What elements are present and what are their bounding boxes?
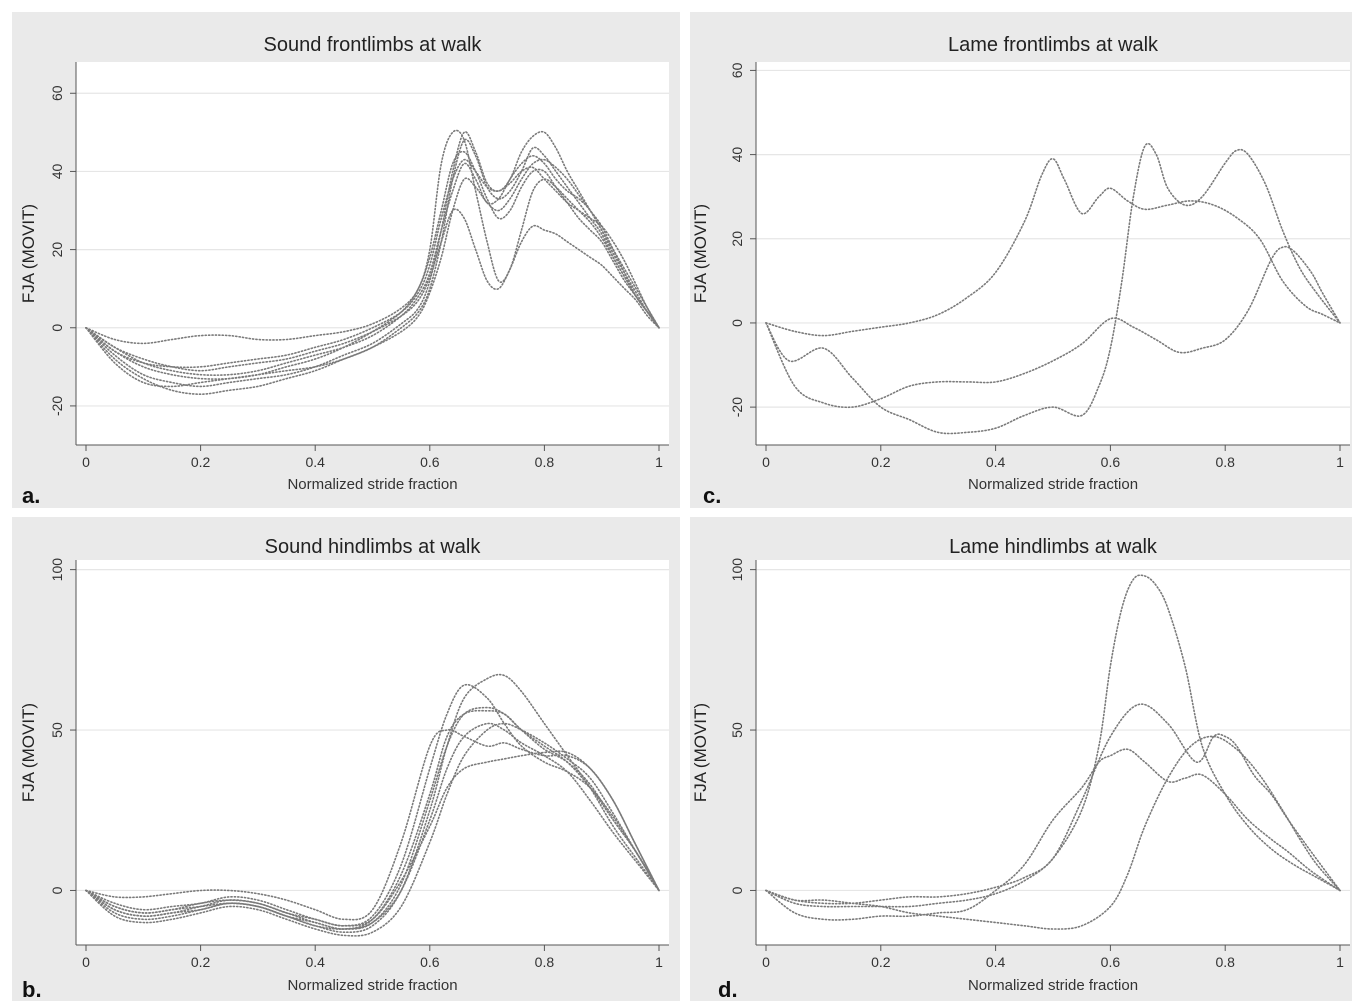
- x-tick-label: 0.8: [535, 954, 555, 970]
- x-tick-label: 0.6: [420, 454, 440, 470]
- x-axis-label: Normalized stride fraction: [968, 977, 1138, 994]
- x-tick-label: 0.8: [1215, 454, 1235, 470]
- series-line-4: [765, 735, 1341, 930]
- y-tick-label: -20: [729, 397, 745, 417]
- y-axis-label: FJA (MOVIT): [691, 703, 710, 802]
- chart-title: Lame frontlimbs at walk: [948, 34, 1159, 56]
- x-tick-label: 0: [762, 954, 770, 970]
- x-tick-label: 0.2: [871, 954, 891, 970]
- plot-area: [756, 560, 1350, 945]
- y-tick-label: 100: [49, 558, 65, 582]
- chart-title: Sound frontlimbs at walk: [264, 34, 483, 56]
- y-tick-label: 0: [49, 324, 65, 332]
- series-line-2: [85, 138, 660, 396]
- series-line-5: [85, 750, 660, 927]
- y-tick-label: 20: [729, 231, 745, 247]
- y-axis-label: FJA (MOVIT): [691, 204, 710, 303]
- plot-area: [76, 560, 669, 945]
- x-tick-label: 0.6: [1101, 454, 1121, 470]
- x-tick-label: 0: [762, 454, 770, 470]
- series-line-2: [765, 703, 1341, 905]
- y-tick-label: 60: [729, 62, 745, 78]
- series-line-2: [765, 142, 1341, 435]
- y-tick-label: 50: [729, 722, 745, 738]
- x-tick-label: 0.4: [986, 454, 1006, 470]
- x-axis-label: Normalized stride fraction: [287, 977, 457, 994]
- x-tick-label: 0.2: [871, 454, 891, 470]
- series-line-6: [85, 208, 660, 372]
- chart-title: Sound hindlimbs at walk: [265, 536, 482, 558]
- x-tick-label: 0.6: [420, 954, 440, 970]
- x-tick-label: 0: [82, 454, 90, 470]
- series-line-6: [85, 722, 660, 937]
- plot-area: [756, 62, 1350, 445]
- x-tick-label: 0.8: [1215, 954, 1235, 970]
- x-tick-label: 0.2: [191, 454, 211, 470]
- panel-label: c.: [703, 483, 721, 508]
- y-axis-label: FJA (MOVIT): [19, 204, 38, 303]
- series-line-7: [85, 683, 660, 927]
- x-axis-label: Normalized stride fraction: [287, 476, 457, 493]
- x-tick-label: 0.2: [191, 954, 211, 970]
- plot-area: [76, 62, 669, 445]
- x-tick-label: 0.4: [305, 454, 325, 470]
- y-tick-label: 100: [729, 558, 745, 582]
- x-tick-label: 1: [1336, 454, 1344, 470]
- panel-d: 0 50 100 0 0.2 0.4 0.6 0.8 1 Lame hindlimbs at wa…: [690, 517, 1352, 1002]
- x-axis-label: Normalized stride fraction: [968, 476, 1138, 493]
- series-line-7: [85, 158, 660, 369]
- panel-label: b.: [22, 977, 42, 1002]
- x-tick-label: 1: [655, 954, 663, 970]
- y-tick-label: -20: [49, 396, 65, 416]
- series-line-4: [85, 706, 660, 930]
- panel-c: -20 0 20 40 60 0 0.2 0.4 0.6 0.8 1 Lame frontlimbs …: [690, 12, 1352, 508]
- series-line-5: [85, 130, 660, 388]
- y-axis-label: FJA (MOVIT): [19, 703, 38, 802]
- y-tick-label: 0: [729, 319, 745, 327]
- chart-title: Lame hindlimbs at walk: [949, 536, 1158, 558]
- x-tick-label: 0.4: [986, 954, 1006, 970]
- panel-a: -20 0 20 40 60 0 0.2 0.4 0.6 0.8 1 Sound frontlimbs…: [12, 12, 680, 508]
- panel-label: d.: [718, 977, 738, 1002]
- y-tick-label: 50: [49, 722, 65, 738]
- x-tick-label: 1: [1336, 954, 1344, 970]
- y-tick-label: 40: [729, 147, 745, 163]
- series-line-1: [765, 157, 1341, 337]
- panel-b: 0 50 100 0 0.2 0.4 0.6 0.8 1 Sound hindlimbs at w…: [12, 517, 680, 1002]
- series-line-3: [85, 728, 660, 921]
- y-tick-label: 60: [49, 85, 65, 101]
- x-tick-label: 1: [655, 454, 663, 470]
- x-tick-label: 0.4: [305, 954, 325, 970]
- series-line-8: [85, 722, 660, 930]
- y-tick-label: 0: [49, 886, 65, 894]
- x-tick-label: 0.8: [535, 454, 555, 470]
- series-line-1: [765, 574, 1341, 908]
- y-tick-label: 0: [729, 886, 745, 894]
- x-tick-label: 0.6: [1101, 954, 1121, 970]
- series-line-3: [765, 245, 1341, 409]
- y-tick-label: 20: [49, 242, 65, 258]
- x-tick-label: 0: [82, 954, 90, 970]
- panel-label: a.: [22, 483, 40, 508]
- y-tick-label: 40: [49, 163, 65, 179]
- series-line-3: [765, 748, 1341, 921]
- series-line-8: [85, 158, 660, 388]
